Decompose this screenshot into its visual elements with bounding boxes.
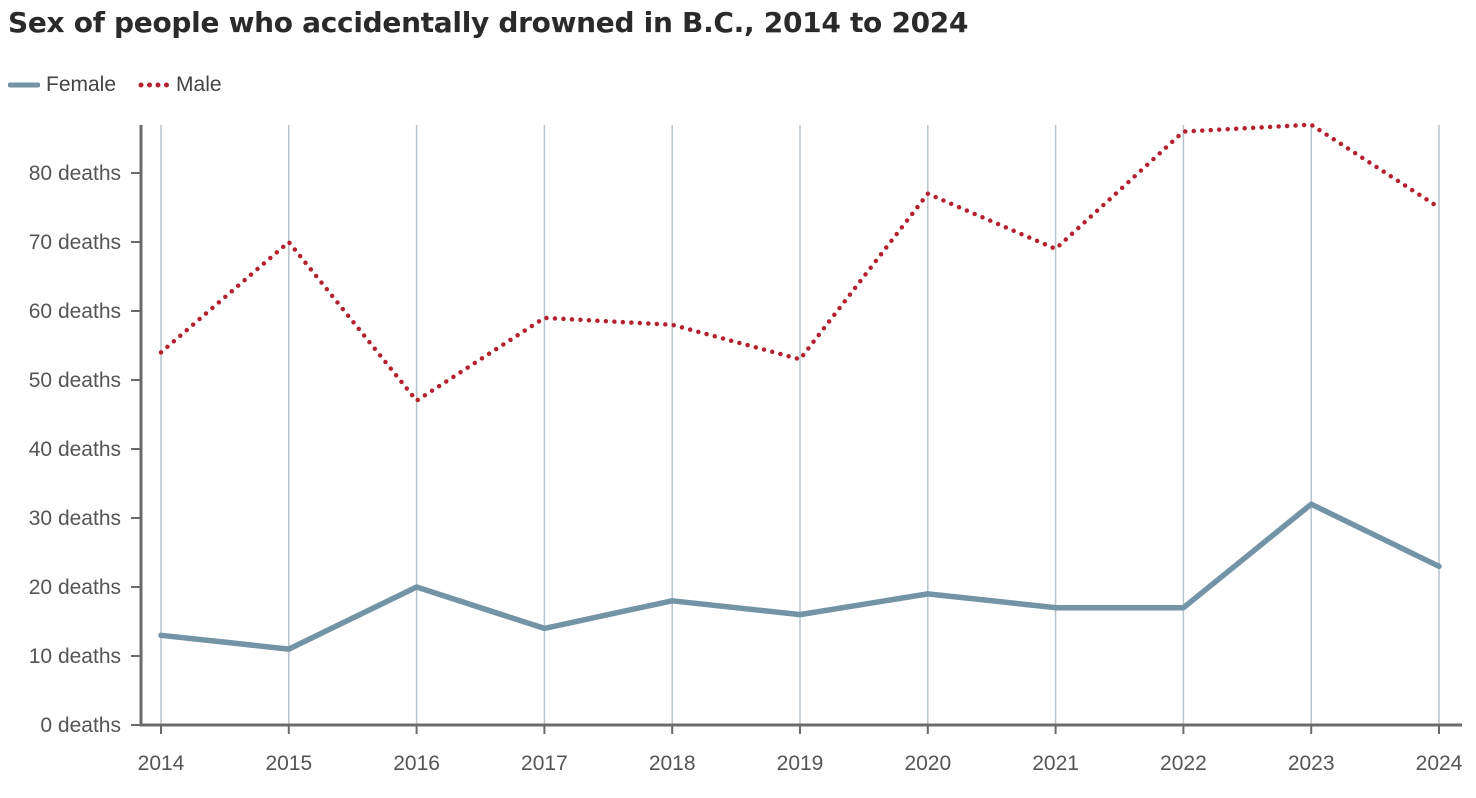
x-tick-label-2014: 2014 <box>138 752 185 775</box>
legend-label-male: Male <box>176 73 222 96</box>
y-tick-label-50: 50 deaths <box>29 369 121 392</box>
legend-item-female: Female <box>8 73 116 97</box>
x-tick-label-2016: 2016 <box>393 752 440 775</box>
series-line-male <box>158 122 1442 403</box>
legend: Female Male <box>8 70 244 100</box>
x-tick-label-2024: 2024 <box>1416 752 1463 775</box>
legend-label-female: Female <box>46 73 117 96</box>
grid-lines <box>160 125 1440 725</box>
y-tick-label-30: 30 deaths <box>29 507 121 530</box>
x-tick-label-2018: 2018 <box>649 752 696 775</box>
x-tick-label-2021: 2021 <box>1032 752 1079 775</box>
x-tick-label-2023: 2023 <box>1288 752 1335 775</box>
x-tick-label-2019: 2019 <box>777 752 824 775</box>
y-tick-label-40: 40 deaths <box>29 438 121 461</box>
series-line-female <box>158 501 1442 652</box>
x-tick-label-2015: 2015 <box>265 752 312 775</box>
x-tick-label-2017: 2017 <box>521 752 568 775</box>
y-tick-label-80: 80 deaths <box>29 162 121 185</box>
x-tick-label-2022: 2022 <box>1160 752 1207 775</box>
chart-title: Sex of people who accidentally drowned i… <box>8 6 969 39</box>
series-lines <box>158 122 1442 652</box>
y-tick-label-10: 10 deaths <box>29 645 121 668</box>
x-tick-label-2020: 2020 <box>904 752 951 775</box>
y-tick-label-60: 60 deaths <box>29 300 121 323</box>
y-tick-label-20: 20 deaths <box>29 576 121 599</box>
y-tick-label-70: 70 deaths <box>29 231 121 254</box>
legend-swatch-female <box>8 82 40 88</box>
y-tick-label-0: 0 deaths <box>40 714 121 737</box>
y-axis-tick-labels: 0 deaths 10 deaths 20 deaths 30 deaths 40 de… <box>29 162 141 737</box>
x-axis-tick-labels: 2014 2015 2016 2017 2018 2019 2020 2021 2022 2023… <box>138 725 1463 775</box>
legend-item-male: Male <box>138 73 222 97</box>
